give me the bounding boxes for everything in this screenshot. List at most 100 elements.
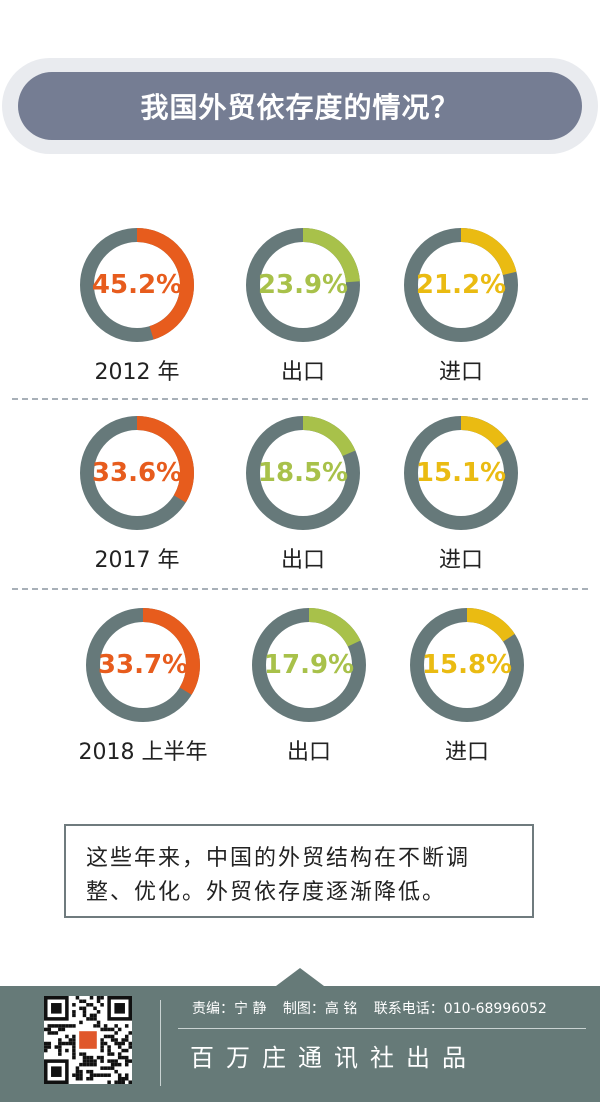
qr-module [110,1052,115,1056]
qr-module [110,1038,115,1042]
qr-module [72,1055,76,1060]
donut-ring-2018-import [410,608,524,722]
qr-module [124,1038,129,1042]
donut-2017-import: 15.1% [404,416,518,530]
qr-module [58,1041,62,1046]
qr-module [72,1034,76,1039]
qr-module [107,1073,111,1077]
qr-code-icon [44,996,132,1084]
qr-module [110,1066,115,1070]
footer-notch [276,968,324,986]
qr-module [79,1069,83,1074]
credit-editor: 责编：宁 静 [192,1001,267,1017]
donut-label-2012-total: 2012 年 [94,360,180,385]
qr-module [79,1062,83,1067]
donut-ring-2018-total [86,608,200,722]
qr-module [121,1041,125,1046]
qr-module [117,1055,122,1060]
qr-module [65,1024,69,1028]
donut-2018-import: 15.8% [410,608,524,722]
qr-module [47,1027,52,1032]
donut-pct-2017-export: 18.5% [257,458,349,488]
donut-ring-2018-export [252,608,366,722]
qr-module [79,1052,83,1056]
qr-module [114,1080,118,1084]
qr-module [117,1080,122,1084]
qr-module [96,1073,101,1077]
donut-ring-2017-export [246,416,360,530]
qr-module [100,1048,104,1053]
qr-module [128,1045,132,1049]
donut-pct-2012-import: 21.2% [415,270,507,300]
qr-module [68,1041,73,1046]
donut-2012-export: 23.9% [246,228,360,342]
qr-module [93,1013,97,1018]
page-title: 我国外贸依存度的情况？ [18,72,582,140]
qr-module [117,1062,122,1067]
qr-module [124,1024,129,1028]
qr-module [110,1027,115,1032]
qr-module [103,1034,108,1039]
qr-module [100,1066,104,1070]
donut-2012-import: 21.2% [404,228,518,342]
donut-ring-2017-import [404,416,518,530]
qr-module [86,1062,90,1067]
qr-module [86,1069,90,1074]
qr-module [96,1055,101,1060]
qr-finder [51,1066,62,1077]
qr-module [65,1034,69,1039]
qr-finder [51,1003,62,1014]
credits-line: 责编：宁 静 制图：高 铭 联系电话：010-68996052 [192,998,559,1018]
qr-module [93,1024,97,1028]
donut-segment [246,416,360,530]
qr-module [82,1013,87,1018]
qr-module [89,996,94,1000]
donut-label-2018-export: 出口 [286,740,331,765]
qr-module [58,1048,62,1053]
qr-module [128,1041,132,1046]
qr-module [58,1027,62,1032]
row-divider [12,398,588,400]
qr-module [114,1069,118,1074]
qr-module [44,1045,48,1049]
qr-module [121,1048,125,1053]
qr-module [47,1031,52,1035]
qr-module [103,1027,108,1032]
qr-module [75,1076,80,1081]
qr-module [117,1041,122,1046]
qr-module [114,1041,118,1046]
qr-module [54,1045,59,1049]
donut-ring-2012-total [80,228,194,342]
qr-module [93,1017,97,1021]
qr-module [121,1038,125,1042]
row-2017: 33.6% 18.5% 15.1% 2017 年 出口 进口 [0,408,600,588]
donut-label-2012-import: 进口 [438,360,483,385]
qr-module [121,1055,125,1060]
qr-module [128,1059,132,1063]
qr-module [96,996,101,1000]
qr-module [86,1003,90,1007]
qr-module [72,1024,76,1028]
qr-module [72,1048,76,1053]
qr-module [68,1024,73,1028]
donut-2018-total: 33.7% [86,608,200,722]
donut-label-2017-import: 进口 [438,548,483,573]
qr-module [68,1038,73,1042]
qr-module [72,1073,76,1077]
qr-module [72,1010,76,1014]
qr-module [44,1041,48,1046]
qr-module [117,1076,122,1081]
qr-module [114,1038,118,1042]
qr-module [44,1027,48,1032]
qr-module [110,1059,115,1063]
qr-module [72,1052,76,1056]
qr-module [121,1076,125,1081]
qr-module [128,1080,132,1084]
donut-label-2018-total: 2018 上半年 [78,740,208,765]
qr-module [82,999,87,1004]
donut-label-2017-total: 2017 年 [94,548,180,573]
qr-module [103,1073,108,1077]
qr-module [124,1073,129,1077]
row-2012: 45.2% 23.9% 21.2% 2012 年 出口 进口 [0,220,600,400]
qr-module [93,1062,97,1067]
